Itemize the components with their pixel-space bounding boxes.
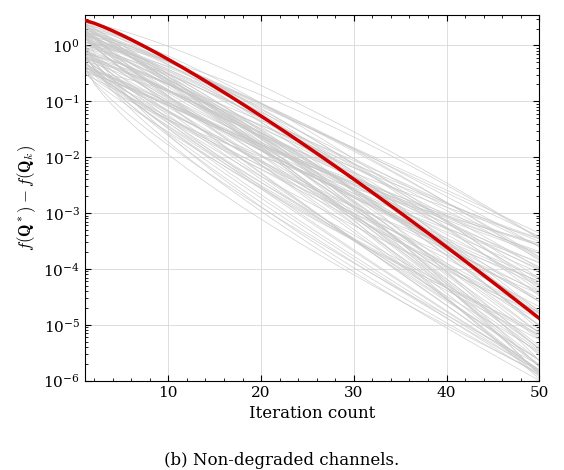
X-axis label: Iteration count: Iteration count [249,405,375,422]
Y-axis label: $f(\mathbf{Q}^*) - f(\mathbf{Q}_k)$: $f(\mathbf{Q}^*) - f(\mathbf{Q}_k)$ [15,145,38,251]
Text: (b) Non-degraded channels.: (b) Non-degraded channels. [164,452,400,470]
